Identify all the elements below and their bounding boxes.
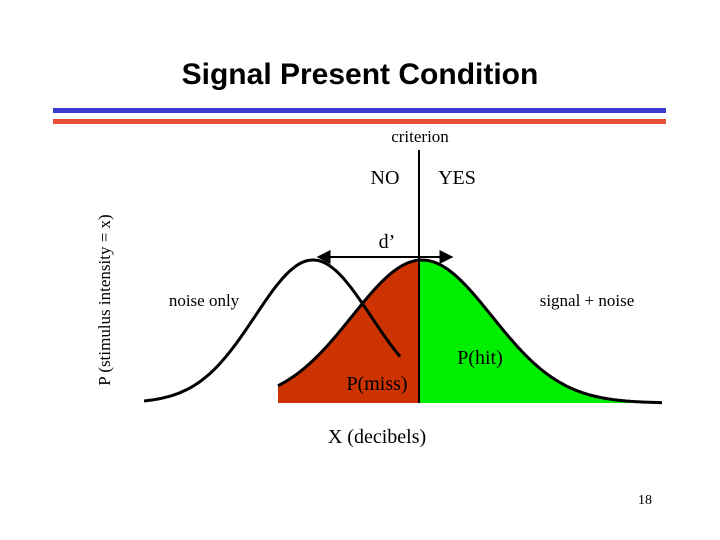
p-miss-label: P(miss) bbox=[346, 373, 407, 395]
signal-plus-noise-label: signal + noise bbox=[540, 291, 635, 310]
title-rule-blue bbox=[53, 108, 666, 113]
signal-distribution-curve bbox=[277, 258, 662, 405]
dprime-label: d’ bbox=[379, 231, 396, 253]
hit-region bbox=[419, 260, 662, 403]
yes-label: YES bbox=[438, 167, 476, 189]
x-axis-label: X (decibels) bbox=[328, 426, 426, 448]
noise-only-label: noise only bbox=[169, 291, 240, 310]
slide-title: Signal Present Condition bbox=[181, 58, 539, 91]
p-hit-label: P(hit) bbox=[457, 347, 503, 369]
criterion-label: criterion bbox=[391, 127, 449, 146]
noise-distribution-curve bbox=[143, 258, 402, 403]
title-rule-red bbox=[53, 119, 666, 124]
y-axis-label: P (stimulus intensity = x) bbox=[95, 214, 114, 385]
miss-region bbox=[278, 260, 419, 403]
no-label: NO bbox=[371, 167, 400, 189]
slide-number: 18 bbox=[638, 493, 652, 508]
